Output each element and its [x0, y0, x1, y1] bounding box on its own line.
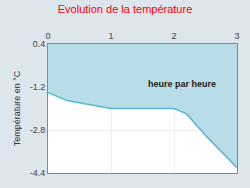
svg-text:0.4: 0.4	[33, 39, 46, 49]
svg-text:Température en °C: Température en °C	[12, 70, 22, 146]
svg-text:2: 2	[171, 31, 176, 41]
svg-text:3: 3	[234, 31, 239, 41]
svg-text:-1.2: -1.2	[30, 82, 46, 92]
svg-text:-2.8: -2.8	[30, 125, 46, 135]
svg-text:0: 0	[45, 31, 50, 41]
svg-text:heure par heure: heure par heure	[148, 79, 216, 89]
svg-text:1: 1	[108, 31, 113, 41]
svg-text:-4.4: -4.4	[30, 168, 46, 178]
svg-text:Evolution de la température: Evolution de la température	[58, 3, 193, 15]
